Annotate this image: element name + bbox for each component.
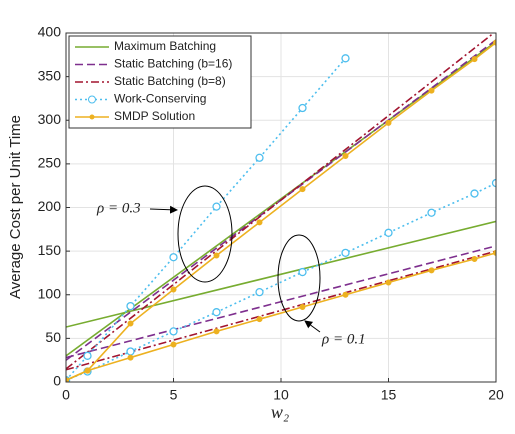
series-line: [66, 41, 496, 381]
point: [255, 153, 264, 162]
point: [127, 354, 134, 361]
point: [428, 87, 435, 94]
point: [66, 377, 69, 382]
point: [385, 279, 392, 286]
y-tick-label: 50: [45, 329, 61, 345]
point: [471, 255, 478, 262]
y-tick-label: 200: [38, 198, 62, 214]
series-line: [66, 33, 496, 370]
point: [491, 178, 496, 188]
point: [126, 347, 135, 356]
point: [83, 351, 92, 360]
y-tick-label: 350: [38, 67, 62, 83]
y-tick-label: 250: [38, 155, 62, 171]
y-tick-label: 0: [53, 373, 61, 389]
point: [342, 153, 349, 160]
point: [256, 316, 263, 323]
y-tick-label: 300: [38, 111, 62, 127]
x-tick-label: 15: [381, 387, 397, 403]
group-ellipse: [277, 234, 321, 322]
point: [493, 249, 496, 256]
point: [169, 327, 178, 336]
series-line: [66, 250, 496, 371]
point: [385, 119, 392, 126]
point: [493, 39, 496, 46]
point: [470, 189, 479, 198]
annotation: ρ = 0.1: [321, 331, 366, 347]
x-tick-label: 0: [62, 387, 70, 403]
point: [341, 54, 350, 63]
point: [428, 267, 435, 274]
arrow: [149, 205, 178, 214]
x-tick-label: 10: [273, 387, 289, 403]
legend-label: Static Batching (b=16): [114, 57, 232, 71]
y-axis-label: Average Cost per Unit Time: [7, 115, 24, 299]
point: [213, 252, 220, 259]
point: [471, 56, 478, 63]
point: [298, 103, 307, 113]
legend-label: Work-Conserving: [114, 92, 206, 106]
y-tick-label: 400: [38, 24, 62, 40]
series-line: [66, 182, 496, 381]
point: [342, 291, 349, 298]
legend-marker: [89, 114, 95, 120]
series-line: [66, 220, 496, 328]
point: [170, 341, 177, 348]
point: [256, 219, 263, 226]
legend-label: SMDP Solution: [114, 109, 195, 123]
point: [299, 303, 306, 310]
y-tick-label: 150: [38, 242, 62, 258]
legend-label: Maximum Batching: [114, 39, 216, 53]
legend-label: Static Batching (b=8): [114, 74, 226, 88]
x-tick-label: 5: [170, 387, 178, 403]
point: [427, 208, 436, 217]
point: [299, 186, 306, 193]
point: [126, 301, 135, 311]
point: [212, 308, 221, 317]
point: [213, 328, 220, 335]
series-line: [66, 57, 347, 381]
arrow: [304, 320, 321, 333]
point: [84, 367, 91, 374]
point: [298, 267, 307, 277]
point: [255, 287, 264, 297]
x-tick-label: 20: [488, 387, 504, 403]
legend-marker: [88, 95, 96, 104]
point: [341, 248, 350, 258]
plot-frame: [65, 32, 497, 383]
y-tick-label: 100: [38, 285, 62, 301]
point: [384, 228, 393, 237]
point: [212, 202, 221, 211]
annotation: ρ = 0.3: [96, 200, 141, 216]
x-axis-label: w₂: [271, 402, 289, 422]
group-ellipse: [177, 185, 233, 283]
point: [127, 320, 134, 327]
point: [170, 286, 177, 293]
point: [169, 253, 178, 262]
legend-box: [68, 35, 252, 129]
series-line: [66, 252, 496, 381]
